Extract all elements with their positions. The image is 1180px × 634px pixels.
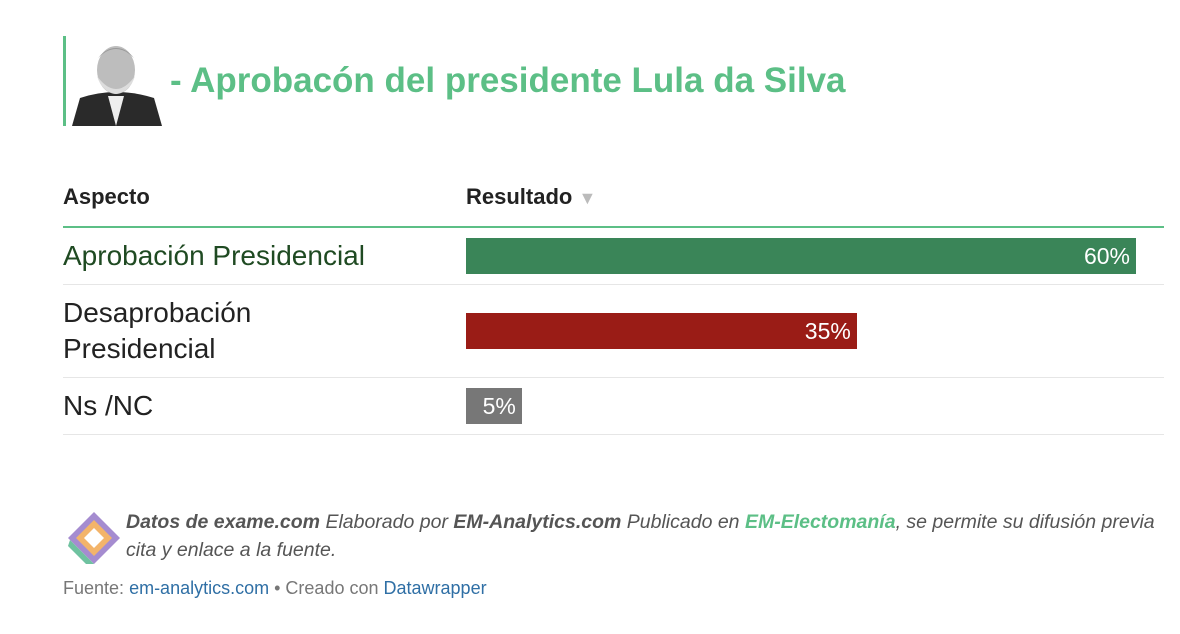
note: Publicado en xyxy=(626,511,740,533)
note: EM-Electomanía xyxy=(744,511,896,533)
note: Datos de exame.com xyxy=(126,511,321,533)
note: Elaborado por xyxy=(325,511,448,533)
row-label: Aprobación Presidencial xyxy=(63,240,365,271)
table-header: Aspecto Resultado ▼ xyxy=(63,184,1164,228)
row-label: Ns /NC xyxy=(63,390,154,421)
credit: • Creado con xyxy=(274,578,379,598)
bar: 35% xyxy=(466,313,857,349)
value-label: 60% xyxy=(1083,243,1130,269)
notes: Datos de exame.com Elaborado por EM-Anal… xyxy=(126,508,1156,564)
source: Fuente: em-analytics.com • Creado con Da… xyxy=(63,578,487,599)
column-header-text: Resultado xyxy=(466,184,573,209)
note: , se permite su difusión previa cita y e… xyxy=(126,511,1155,561)
source-link[interactable]: em-analytics.com xyxy=(129,578,270,598)
table-row: Desaprobación Presidencial 35% xyxy=(63,285,1164,378)
sort-icon: ▼ xyxy=(578,188,597,208)
bar: 5% xyxy=(466,388,522,424)
title-block: - Aprobacón del presidente Lula da Silva xyxy=(63,36,846,126)
logo xyxy=(68,512,120,564)
source-label: Fuente: xyxy=(63,578,125,598)
value-label: 5% xyxy=(482,393,516,419)
chart-title: - Aprobacón del presidente Lula da Silva xyxy=(170,61,846,100)
column-header[interactable]: Resultado ▼ xyxy=(466,184,596,210)
bar: 60% xyxy=(466,238,1136,274)
credit-link[interactable]: Datawrapper xyxy=(383,578,487,598)
table-row: Ns /NC 5% xyxy=(63,378,1164,435)
value-label: 35% xyxy=(804,318,851,344)
table-row: Aprobación Presidencial 60% xyxy=(63,228,1164,285)
note: EM-Analytics.com xyxy=(453,511,622,533)
portrait xyxy=(70,36,162,126)
table-body: Aprobación Presidencial 60% Desaprobación … xyxy=(63,228,1164,435)
row-label: Desaprobación Presidencial xyxy=(63,297,252,364)
column-header: Aspecto xyxy=(63,184,150,209)
